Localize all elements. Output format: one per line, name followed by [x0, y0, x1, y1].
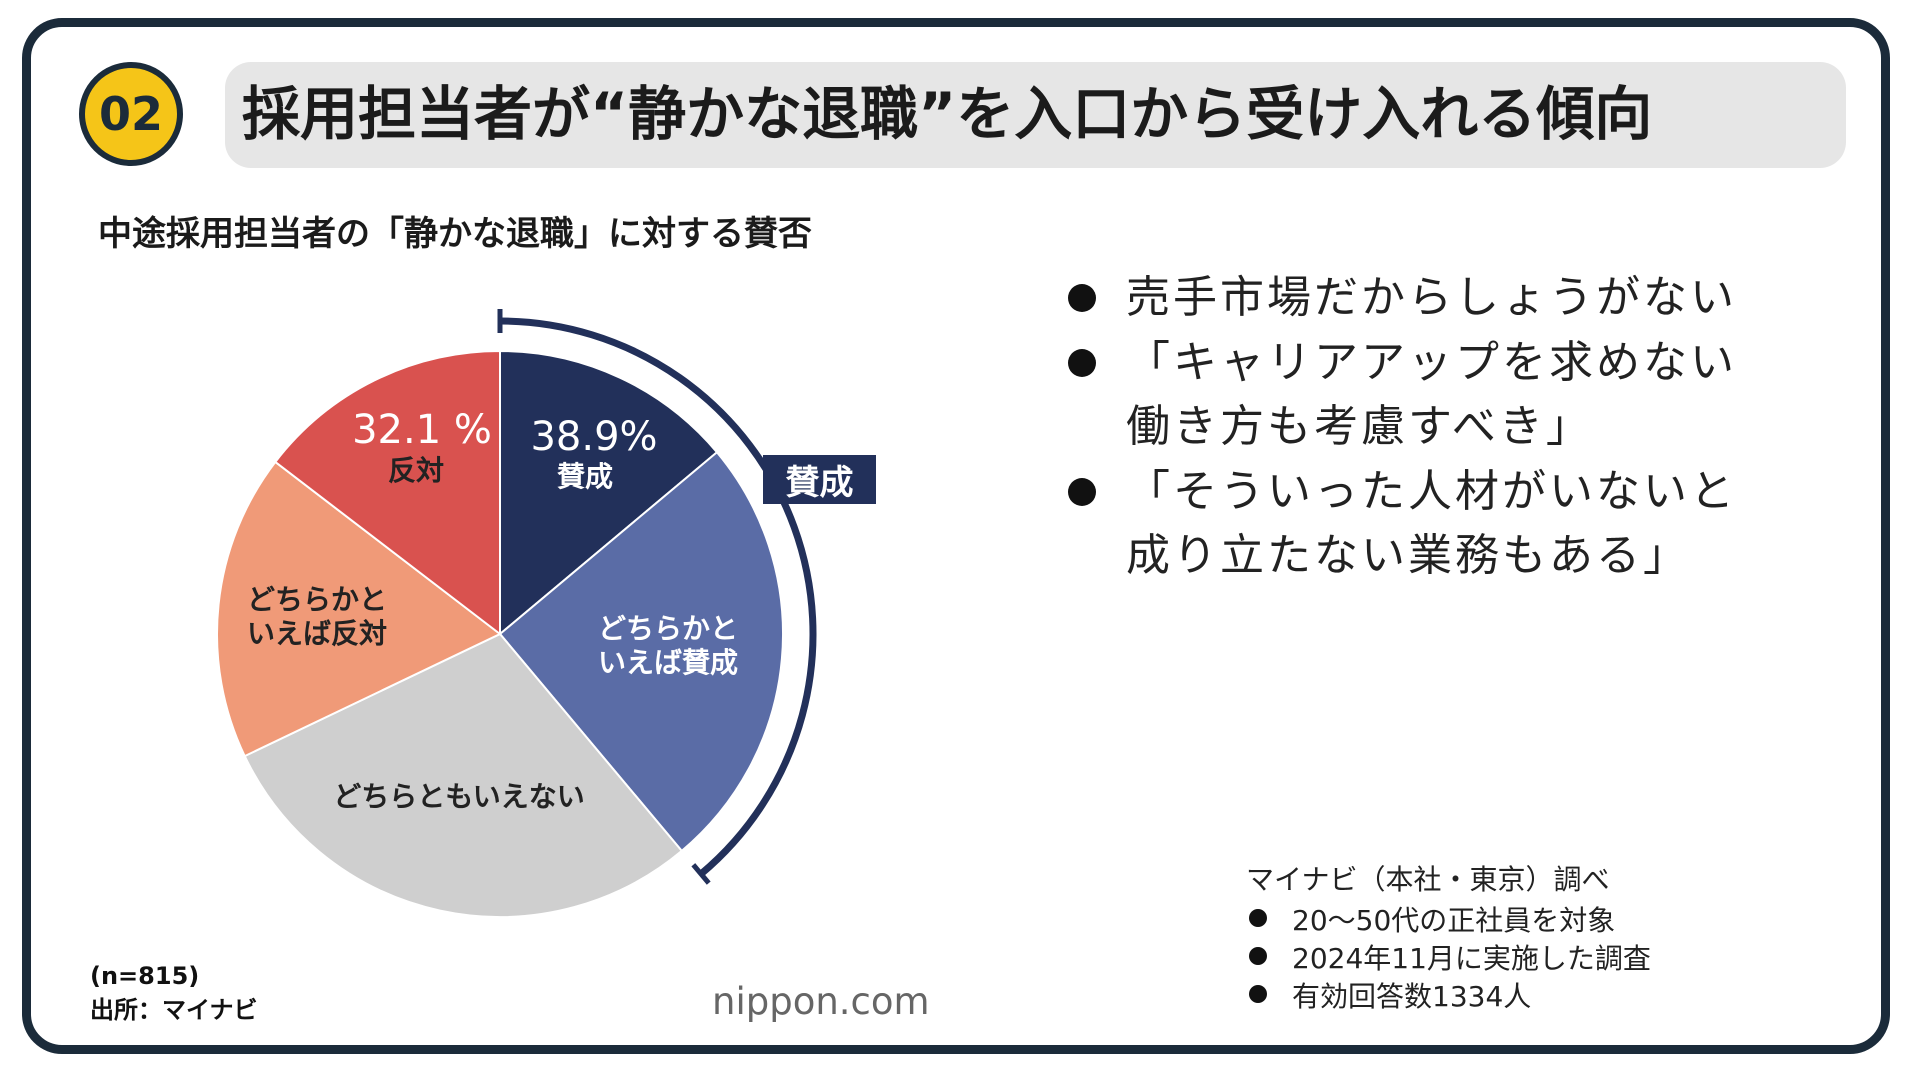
survey-item: 20～50代の正社員を対象	[1292, 904, 1616, 937]
comment-bullet	[1068, 478, 1096, 506]
comment-bullet	[1068, 284, 1096, 312]
sample-note: (n=815)	[90, 962, 200, 990]
comment: 「キャリアアップを求めない 働き方も考慮すべき」	[1126, 337, 1737, 452]
slice-label: どちらかと いえば反対	[246, 583, 388, 650]
bracket-end	[691, 863, 711, 885]
comment-bullet	[1068, 349, 1096, 377]
comment: 「そういった人材がいないと 成り立たない業務もある」	[1126, 466, 1737, 581]
frame	[22, 18, 1890, 1054]
chart-title: 中途採用担当者の「静かな退職」に対する賛否	[98, 214, 812, 254]
survey-item: 2024年11月に実施した調査	[1292, 942, 1651, 975]
group-bracket	[499, 317, 817, 877]
slice-label: 賛成	[556, 460, 614, 493]
title-background	[225, 62, 1846, 168]
slice-label: どちらともいえない	[333, 780, 585, 813]
slice-label: どちらかと いえば賛成	[597, 612, 739, 679]
source: 出所：マイナビ	[90, 996, 258, 1024]
comment: 売手市場だからしょうがない	[1126, 272, 1737, 323]
survey-bullet	[1249, 947, 1267, 965]
survey-item: 有効回答数1334人	[1292, 980, 1532, 1013]
logo: nippon.com	[712, 980, 930, 1023]
survey-bullet	[1249, 985, 1267, 1003]
pie-slice	[499, 349, 719, 637]
pie-slice	[273, 349, 501, 637]
group-value-label: 38.9%	[530, 414, 658, 460]
pie-slice	[216, 460, 502, 758]
section-number: 02	[79, 62, 183, 166]
slice-label: 反対	[387, 454, 445, 487]
pie-slice	[498, 450, 784, 853]
survey-title: マイナビ（本社・東京）調べ	[1246, 863, 1610, 896]
group-value-label: 32.1 %	[352, 407, 492, 453]
survey-bullet	[1249, 909, 1267, 927]
bracket-label: 賛成	[763, 455, 876, 504]
page-title: 採用担当者が“静かな退職”を入口から受け入れる傾向	[242, 80, 1653, 148]
